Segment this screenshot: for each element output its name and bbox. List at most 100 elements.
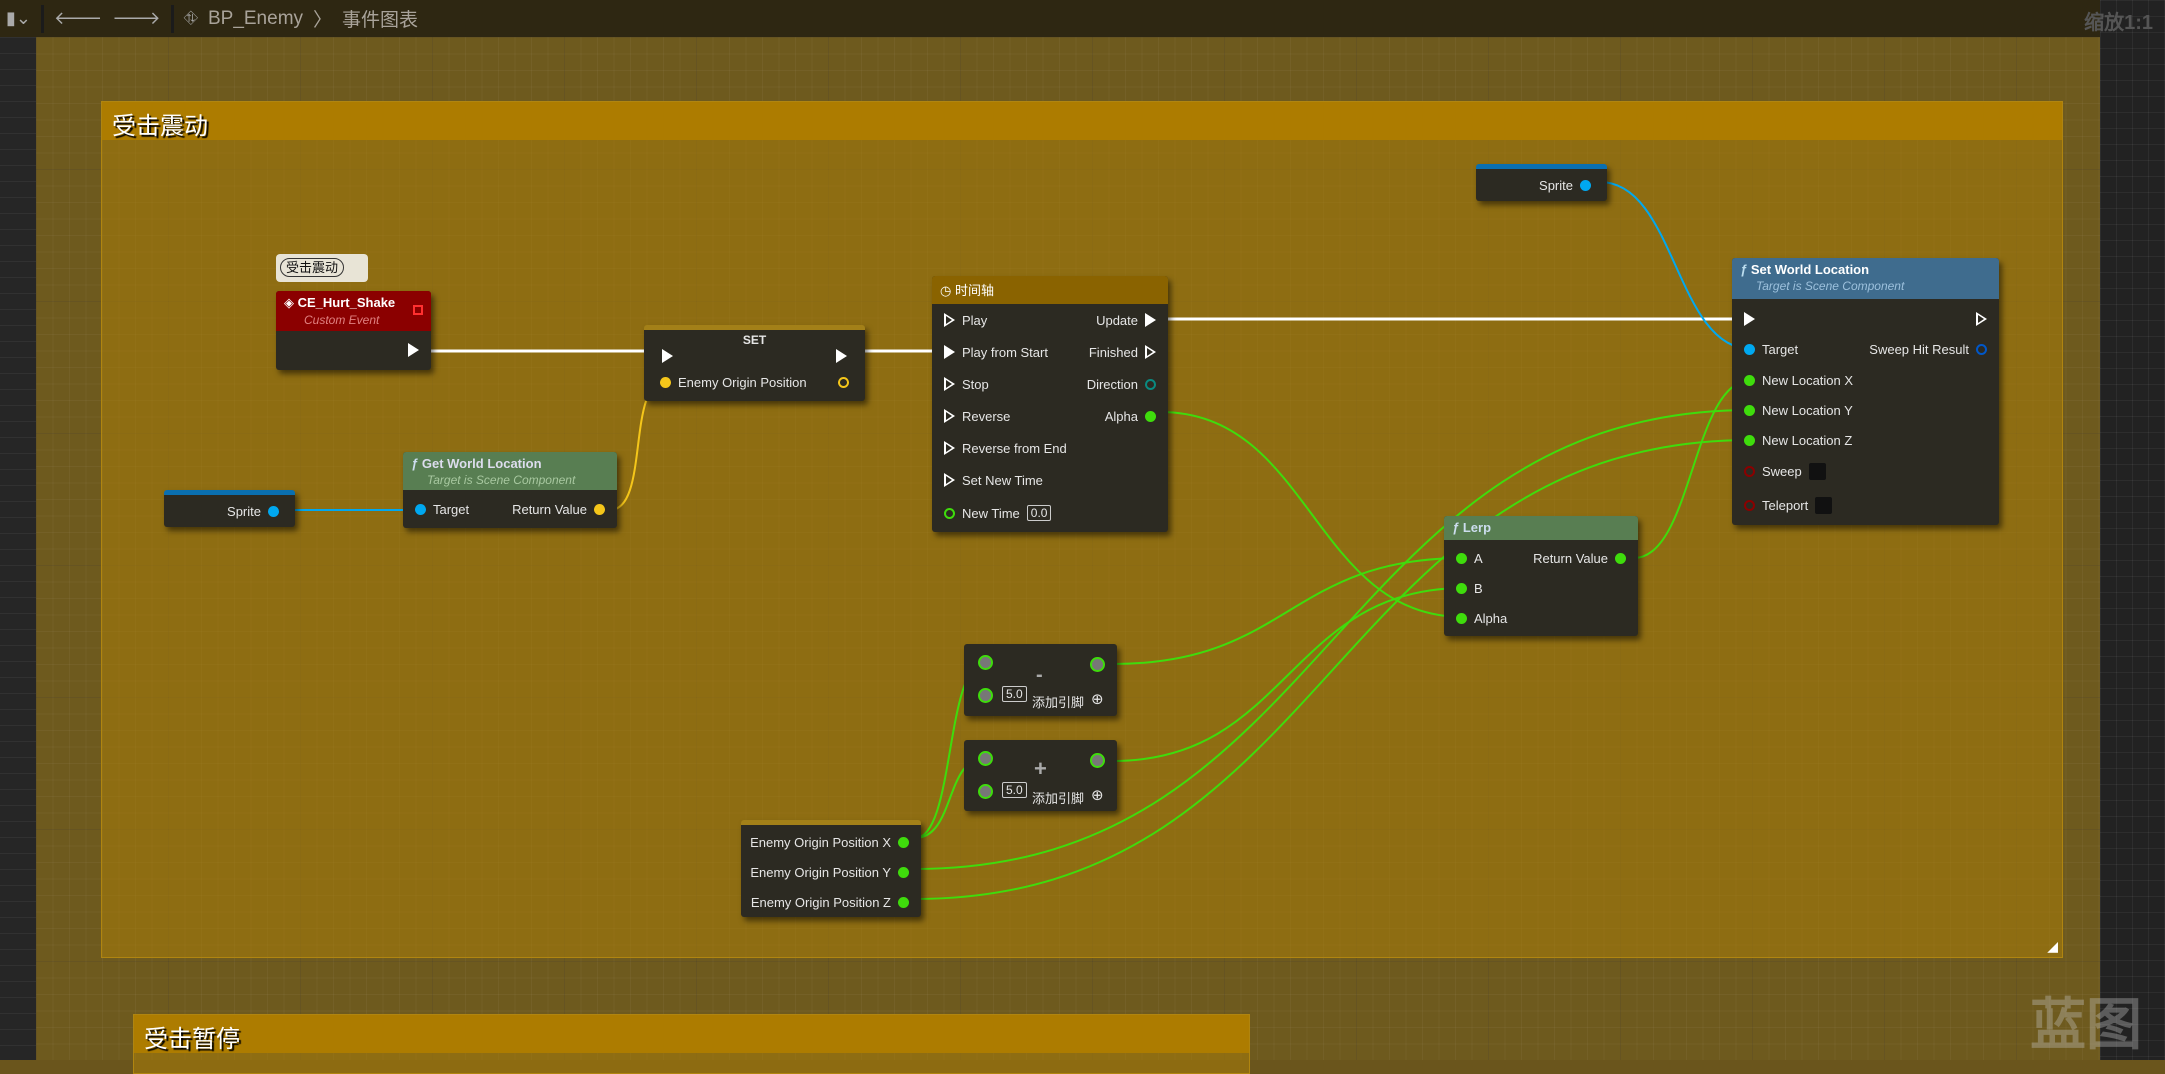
b-pin[interactable] <box>1456 582 1467 594</box>
sprite-variable-node[interactable]: Sprite <box>1476 164 1607 201</box>
pin-label: Target <box>1762 341 1799 357</box>
b-value-input[interactable]: 5.0 <box>1002 782 1027 798</box>
exec-out-pin[interactable] <box>1976 312 1987 326</box>
set-world-location-node[interactable]: ƒ Set World Location Target is Scene Com… <box>1732 258 1999 525</box>
object-out-pin[interactable] <box>268 505 279 517</box>
float-wire[interactable] <box>914 409 1752 870</box>
sweep-hit-result-pin[interactable] <box>1976 343 1987 355</box>
get-world-location-node[interactable]: ƒ Get World Location Target is Scene Com… <box>403 452 617 528</box>
object-out-pin[interactable] <box>1580 179 1591 191</box>
pin-label: New Location Y <box>1762 402 1853 418</box>
forward-arrow-icon[interactable]: 🡒 <box>112 8 161 28</box>
pin-label: Enemy Origin Position <box>678 374 807 390</box>
pin-label: Return Value <box>1533 550 1608 566</box>
breadcrumb-root[interactable]: BP_Enemy <box>207 7 304 29</box>
stop-pin[interactable] <box>944 377 955 391</box>
play-from-start-pin[interactable] <box>944 345 955 359</box>
return-value-pin[interactable] <box>1615 552 1626 564</box>
new-location-z-pin[interactable] <box>1744 434 1755 446</box>
reverse-from-end-pin[interactable] <box>944 441 955 455</box>
target-pin[interactable] <box>415 503 426 515</box>
operator-label: + <box>1034 756 1047 781</box>
y-out-pin[interactable] <box>898 866 909 878</box>
pin-label: Target <box>433 501 470 517</box>
bookmark-icon[interactable]: ▮⌄ <box>6 8 31 28</box>
exec-out-pin[interactable] <box>408 343 419 357</box>
object-wire[interactable] <box>1599 181 1752 350</box>
z-out-pin[interactable] <box>898 896 909 908</box>
x-out-pin[interactable] <box>898 836 909 848</box>
graph-toolbar: ▮⌄ 🡐 🡒 ⛗ BP_Enemy 〉 事件图表 <box>0 0 2100 37</box>
timeline-node[interactable]: ◷ 时间轴 Play Play from Start Stop Reverse … <box>932 276 1168 532</box>
resize-handle-icon[interactable]: ◢ <box>2047 938 2058 954</box>
pin-label: Enemy Origin Position Y <box>750 864 891 880</box>
lerp-node[interactable]: ƒ Lerp A B Alpha Return Value <box>1444 516 1638 636</box>
add-pin-label[interactable]: 添加引脚 <box>1032 791 1085 806</box>
float-wire[interactable] <box>1633 379 1752 559</box>
alpha-pin[interactable] <box>1145 410 1156 422</box>
add-node[interactable]: 5.0 + 添加引脚 ⊕ <box>964 740 1117 811</box>
float-wire[interactable] <box>914 439 1752 900</box>
exec-in-pin[interactable] <box>1744 312 1755 326</box>
float-wire[interactable] <box>1159 411 1465 618</box>
add-pin-label[interactable]: 添加引脚 <box>1032 695 1085 710</box>
update-pin[interactable] <box>1145 313 1156 327</box>
finished-pin[interactable] <box>1145 345 1156 359</box>
alpha-pin[interactable] <box>1456 612 1467 624</box>
sweep-checkbox[interactable] <box>1808 462 1826 480</box>
sprite-variable-node[interactable]: Sprite <box>164 490 295 527</box>
teleport-pin[interactable] <box>1744 499 1755 511</box>
pin-label: Reverse <box>962 408 1011 424</box>
input-a-pin[interactable] <box>978 655 993 670</box>
add-pin-icon[interactable]: ⊕ <box>1091 787 1104 804</box>
delegate-pin[interactable] <box>413 305 423 315</box>
direction-pin[interactable] <box>1145 378 1156 390</box>
divider <box>170 4 174 33</box>
operator-label: - <box>1036 664 1043 686</box>
input-b-pin[interactable] <box>978 688 993 703</box>
target-pin[interactable] <box>1744 343 1755 355</box>
new-location-x-pin[interactable] <box>1744 374 1755 386</box>
pin-label: Update <box>1096 312 1138 328</box>
comment-title[interactable]: 受击暂停 <box>134 1015 1249 1053</box>
event-icon: ◈ <box>284 295 294 310</box>
set-variable-node[interactable]: SET Enemy Origin Position <box>644 325 865 401</box>
pin-label: Enemy Origin Position X <box>750 834 891 850</box>
clock-icon: ◷ <box>940 283 952 298</box>
subtract-node[interactable]: 5.0 - 添加引脚 ⊕ <box>964 644 1117 716</box>
node-title: SET <box>742 333 767 347</box>
new-time-pin[interactable] <box>944 507 955 519</box>
teleport-checkbox[interactable] <box>1815 496 1833 514</box>
output-pin[interactable] <box>1090 753 1105 768</box>
b-value-input[interactable]: 5.0 <box>1002 686 1027 702</box>
custom-event-node[interactable]: ◈ CE_Hurt_Shake Custom Event <box>276 291 431 370</box>
input-a-pin[interactable] <box>978 751 993 766</box>
vector-in-pin[interactable] <box>660 376 671 388</box>
enemy-origin-position-break-node[interactable]: Enemy Origin Position X Enemy Origin Pos… <box>741 820 921 917</box>
exec-out-pin[interactable] <box>836 349 847 363</box>
pin-label: Sprite <box>227 503 261 519</box>
reverse-pin[interactable] <box>944 409 955 423</box>
add-pin-icon[interactable]: ⊕ <box>1091 691 1104 708</box>
exec-in-pin[interactable] <box>662 349 673 363</box>
float-wire[interactable] <box>1112 587 1465 762</box>
a-pin[interactable] <box>1456 552 1467 564</box>
vector-out-pin[interactable] <box>838 376 849 388</box>
node-subtitle: Target is Scene Component <box>427 473 576 487</box>
comment-title[interactable]: 受击震动 <box>102 102 2062 140</box>
back-arrow-icon[interactable]: 🡐 <box>54 8 103 28</box>
sweep-pin[interactable] <box>1744 465 1755 477</box>
new-time-input[interactable]: 0.0 <box>1026 505 1052 521</box>
play-pin[interactable] <box>944 313 955 327</box>
input-b-pin[interactable] <box>978 784 993 799</box>
pin-label: Sweep <box>1762 463 1802 479</box>
return-value-pin[interactable] <box>594 503 605 515</box>
output-pin[interactable] <box>1090 657 1105 672</box>
new-location-y-pin[interactable] <box>1744 404 1755 416</box>
node-title: 时间轴 <box>954 283 994 298</box>
breadcrumb-current[interactable]: 事件图表 <box>342 10 419 31</box>
comment-bubble[interactable]: 受击震动 <box>276 254 368 282</box>
float-wire[interactable] <box>1112 557 1465 665</box>
node-title: Set World Location <box>1750 262 1870 277</box>
set-new-time-pin[interactable] <box>944 473 955 487</box>
